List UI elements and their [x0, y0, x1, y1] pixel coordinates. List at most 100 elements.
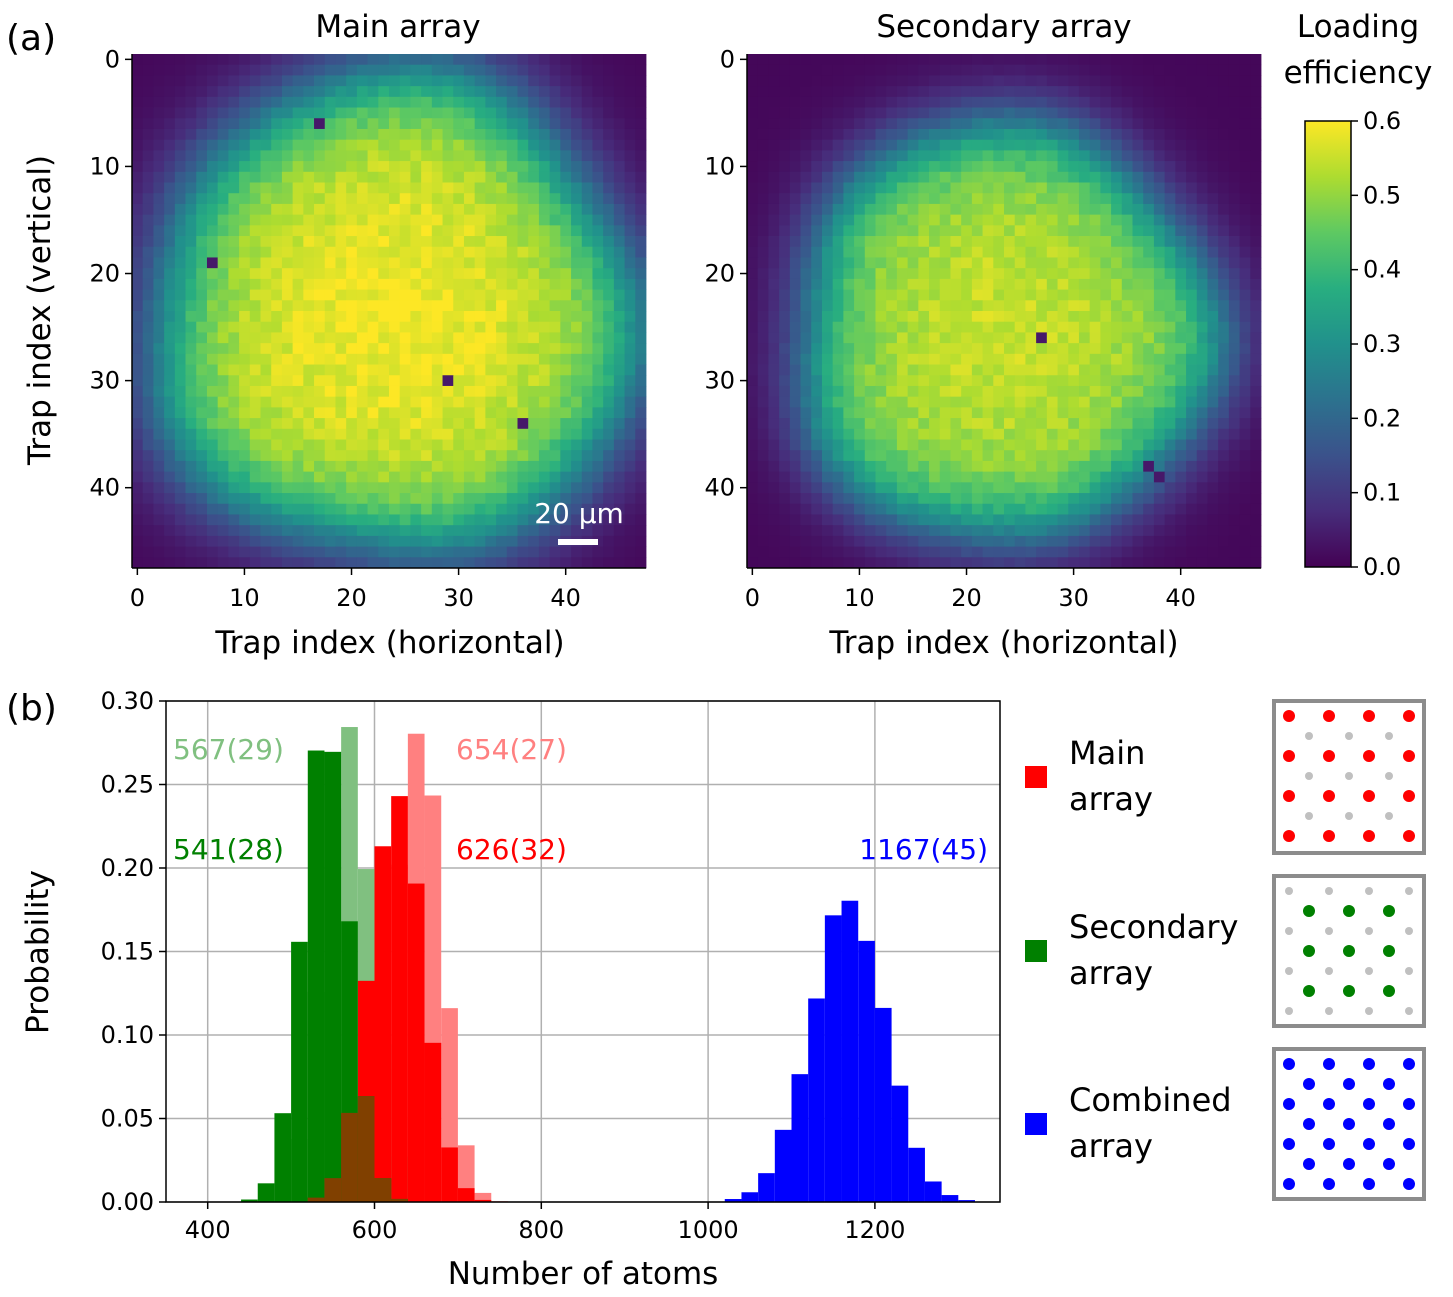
heatmap-cell [271, 128, 283, 141]
heatmap-cell [886, 171, 898, 183]
heatmap-cell [571, 493, 583, 505]
heatmap-cell [624, 64, 636, 76]
heatmap-cell [1164, 557, 1176, 569]
heatmap-cell [571, 439, 583, 451]
heatmap-cell [875, 428, 887, 440]
heatmap-cell [335, 246, 347, 258]
heatmap-cell [768, 54, 780, 66]
heatmap-cell [271, 289, 283, 301]
heatmap-cell [811, 525, 823, 537]
heatmap-cell [886, 525, 898, 537]
heatmap-cell [196, 460, 208, 473]
heatmap-cell [1228, 86, 1240, 98]
heatmap-cell [592, 535, 604, 547]
heatmap-cell [292, 86, 304, 98]
heatmap-cell [864, 289, 876, 301]
heatmap-cell [206, 150, 219, 162]
heatmap-cell [463, 257, 476, 269]
heatmap-cell [800, 439, 812, 451]
heatmap-cell [757, 525, 769, 537]
heatmap-cell [1121, 471, 1133, 483]
heatmap-cell [217, 193, 229, 205]
heatmap-cell [249, 525, 261, 537]
heatmap-cell [1046, 493, 1058, 505]
heatmap-cell [603, 546, 615, 558]
heatmap-cell [1132, 514, 1144, 526]
heatmap-cell [1014, 503, 1026, 515]
heatmap-cell [303, 311, 315, 323]
heatmap-cell [971, 418, 983, 430]
heatmap-cell [993, 86, 1005, 98]
heatmap-cell [1100, 214, 1112, 226]
heatmap-cell [581, 471, 593, 483]
heatmap-cell [164, 450, 176, 462]
heatmap-cell [1186, 203, 1198, 216]
heatmap-cell [779, 557, 791, 569]
heatmap-cell [1228, 525, 1240, 537]
heatmap-cell [260, 428, 272, 440]
heatmap-cell [474, 75, 486, 87]
heatmap-cell [950, 407, 962, 419]
heatmap-cell [196, 139, 208, 151]
heatmap-cell [747, 246, 759, 258]
heatmap-cell [206, 225, 219, 237]
heatmap-cell [453, 171, 465, 183]
heatmap-cell [789, 525, 801, 537]
legend-lattice-dot [1343, 1158, 1355, 1170]
heatmap-cell [185, 503, 197, 515]
heatmap-cell [335, 278, 347, 290]
heatmap-cell [843, 450, 855, 462]
heatmap-cell [271, 96, 283, 108]
heatmap-cell [142, 182, 154, 194]
heatmap-cell [1207, 128, 1219, 141]
heatmap-cell [757, 460, 769, 473]
heatmap-cell [939, 482, 951, 494]
heatmap-cell [832, 460, 844, 473]
heatmap-cell [324, 86, 336, 98]
heatmap-cell [496, 182, 508, 194]
heatmap-cell [185, 439, 197, 451]
heatmap-cell [757, 182, 769, 194]
heatmap-cell [982, 407, 994, 419]
heatmap-cell [1196, 193, 1208, 205]
heatmap-cell [1100, 161, 1112, 173]
heatmap-cell [346, 278, 358, 290]
heatmap-cell [378, 493, 390, 505]
heatmap-cell [1100, 471, 1112, 483]
heatmap-cell [399, 546, 411, 558]
heatmap-cell [747, 375, 759, 387]
heatmap-cell [346, 535, 358, 547]
heatmap-cell [896, 471, 909, 483]
heatmap-cell [314, 311, 326, 323]
heatmap-cell [217, 343, 229, 355]
heatmap-cell [217, 54, 229, 66]
heatmap-cell [378, 75, 390, 87]
heatmap-cell [1132, 64, 1144, 76]
heatmap-cell [132, 450, 144, 462]
heatmap-cell [571, 428, 583, 440]
heatmap-cell [314, 343, 326, 355]
heatmap-cell [982, 96, 994, 108]
heatmap-cell [811, 225, 823, 237]
heatmap-cell [613, 311, 625, 323]
heatmap-cell [314, 161, 326, 173]
heatmap-cell [356, 182, 368, 194]
legend-lattice-dot [1363, 1058, 1375, 1070]
legend-lattice-dot [1323, 1178, 1335, 1190]
heatmap-cell [560, 225, 572, 237]
heatmap-cell [153, 407, 165, 419]
heatmap-cell [886, 493, 898, 505]
heatmap-cell [335, 193, 347, 205]
heatmap-cell [961, 182, 973, 194]
heatmap-cell [132, 493, 144, 505]
heatmap-cell [356, 364, 368, 376]
heatmap-cell [1218, 64, 1230, 76]
heatmap-cell [1164, 278, 1176, 290]
heatmap-cell [164, 236, 176, 248]
heatmap-cell [993, 289, 1005, 301]
heatmap-cell [843, 289, 855, 301]
heatmap-cell [281, 96, 294, 108]
heatmap-cell [982, 268, 994, 280]
heatmap-cell [346, 289, 358, 301]
heatmap-cell [1089, 375, 1101, 387]
